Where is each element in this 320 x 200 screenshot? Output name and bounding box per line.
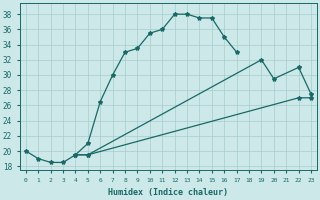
X-axis label: Humidex (Indice chaleur): Humidex (Indice chaleur)	[108, 188, 228, 197]
